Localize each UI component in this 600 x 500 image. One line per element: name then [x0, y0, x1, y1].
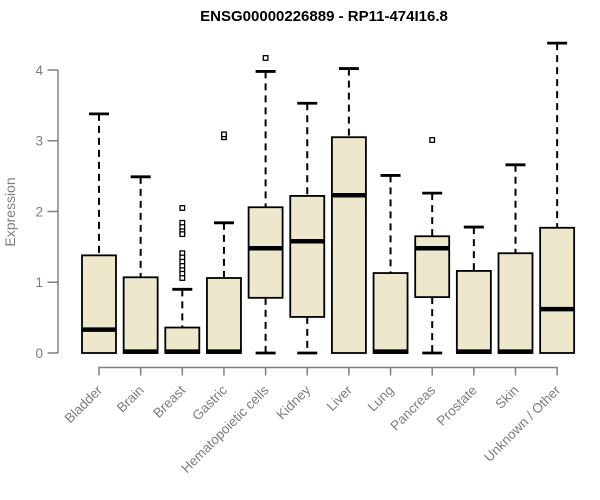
box-group-brain: [122, 175, 159, 354]
iqr-box-hematopoietic-cells: [247, 206, 284, 299]
iqr-box-kidney: [289, 195, 326, 318]
y-tick-label-4: 4: [35, 63, 43, 78]
x-tick-label-kidney: Kidney: [274, 382, 314, 422]
iqr-box-liver: [330, 136, 367, 354]
x-tick-label-pancreas: Pancreas: [387, 382, 438, 433]
box-group-prostate: [455, 225, 492, 354]
box-group-kidney: [289, 101, 326, 355]
outlier-point-breast: [179, 275, 186, 281]
outlier-point-gastric: [220, 131, 227, 138]
box-group-gastric: [206, 131, 242, 354]
iqr-box-unknown-other: [539, 226, 576, 354]
x-tick-label-skin: Skin: [492, 383, 521, 412]
x-tick-label-unknown-other: Unknown / Other: [481, 382, 564, 465]
x-tick-label-prostate: Prostate: [434, 383, 480, 429]
outlier-point-breast: [179, 231, 186, 238]
y-tick-label-0: 0: [35, 346, 43, 361]
outlier-point-hematopoietic-cells: [262, 55, 269, 61]
box-group-skin: [497, 163, 534, 354]
box-group-hematopoietic-cells: [247, 55, 284, 355]
outlier-point-pancreas: [429, 137, 436, 143]
iqr-box-prostate: [455, 270, 492, 354]
iqr-box-skin: [497, 252, 534, 354]
iqr-box-bladder: [81, 254, 117, 354]
iqr-box-lung: [372, 272, 409, 354]
iqr-box-brain: [122, 276, 159, 354]
y-tick-label-3: 3: [35, 134, 43, 149]
box-group-bladder: [81, 112, 117, 354]
outlier-point-breast: [179, 205, 186, 211]
iqr-box-gastric: [206, 277, 242, 354]
x-tick-label-lung: Lung: [365, 383, 397, 415]
chart-title: ENSG00000226889 - RP11-474I16.8: [200, 8, 448, 25]
box-group-unknown-other: [539, 41, 576, 354]
box-group-liver: [330, 67, 367, 354]
x-tick-label-liver: Liver: [324, 382, 356, 414]
x-tick-label-breast: Breast: [150, 382, 188, 420]
x-tick-label-gastric: Gastric: [189, 382, 230, 423]
box-group-pancreas: [414, 137, 451, 355]
iqr-box-pancreas: [414, 235, 451, 299]
box-group-breast: [164, 205, 201, 354]
x-tick-label-brain: Brain: [114, 383, 147, 416]
y-tick-label-1: 1: [35, 275, 43, 290]
box-group-lung: [372, 174, 409, 354]
iqr-box-breast: [164, 326, 201, 354]
x-tick-label-bladder: Bladder: [62, 382, 106, 426]
y-tick-label-2: 2: [35, 204, 43, 219]
y-axis-label: Expression: [2, 177, 18, 246]
